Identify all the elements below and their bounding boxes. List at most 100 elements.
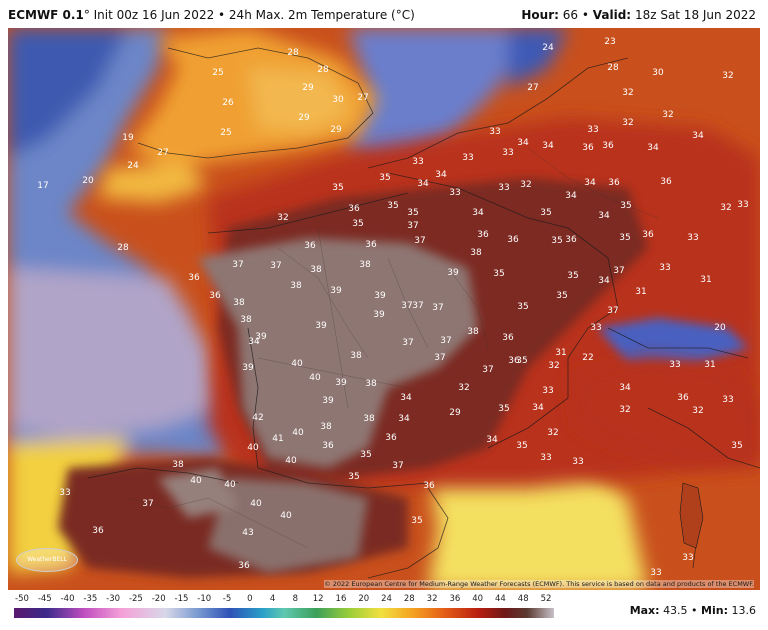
temperature-value-label: 36: [660, 177, 672, 187]
temperature-value-label: 34: [398, 414, 410, 424]
temperature-value-label: 27: [527, 83, 539, 93]
temperature-value-label: 38: [365, 379, 377, 389]
temperature-value-label: 34: [517, 138, 529, 148]
header-left: ECMWF 0.1° Init 00z 16 Jun 2022 • 24h Ma…: [8, 8, 415, 22]
temperature-value-label: 32: [520, 180, 532, 190]
legend-tick-label: -35: [83, 594, 98, 604]
init-info: ° Init 00z 16 Jun 2022 • 24h Max. 2m Tem…: [83, 8, 415, 22]
temperature-value-label: 35: [619, 233, 631, 243]
temperature-value-label: 35: [352, 219, 364, 229]
legend-tick-label: 20: [358, 594, 370, 604]
valid-value: 18z Sat 18 Jun 2022: [634, 8, 756, 22]
temperature-value-label: 33: [489, 127, 501, 137]
temperature-value-label: 23: [604, 37, 616, 47]
temperature-value-label: 38: [290, 281, 302, 291]
temperature-value-label: 31: [704, 360, 716, 370]
temperature-value-label: 38: [359, 260, 371, 270]
temperature-value-label: 37: [270, 261, 282, 271]
temperature-value-label: 33: [659, 263, 671, 273]
temperature-value-label: 34: [248, 337, 260, 347]
temperature-map[interactable]: 28 28 29 30 27 25 26 25 29 29 27 19 24 20 17 28 24 23 28 27…: [8, 28, 760, 590]
temperature-value-label: 35: [360, 450, 372, 460]
legend-tick-label: -20: [151, 594, 166, 604]
hour-label: Hour:: [521, 8, 559, 22]
legend-tick-label: -15: [174, 594, 189, 604]
temperature-value-label: 35: [620, 201, 632, 211]
temperature-value-label: 35: [731, 441, 743, 451]
temperature-value-label: 39: [322, 396, 334, 406]
temperature-value-label: 35: [332, 183, 344, 193]
temperature-value-label: 36: [582, 143, 594, 153]
legend-tick-label: 48: [517, 594, 529, 604]
valid-label: Valid:: [592, 8, 632, 22]
temperature-value-label: 38: [470, 248, 482, 258]
temperature-value-label: 36: [322, 441, 334, 451]
temperature-value-label: 36: [365, 240, 377, 250]
temperature-value-label: 31: [555, 348, 567, 358]
legend-tick-label: 24: [381, 594, 392, 604]
temperature-value-label: 34: [598, 276, 610, 286]
temperature-value-label: 40: [280, 511, 292, 521]
temperature-value-label: 34: [584, 178, 596, 188]
legend-tick-label: -30: [106, 594, 121, 604]
temperature-value-label: 34: [542, 141, 554, 151]
legend-tick-label: -50: [15, 594, 29, 604]
temperature-value-label: 19: [122, 133, 134, 143]
temperature-value-label: 33: [590, 323, 602, 333]
temperature-value-label: 34: [417, 179, 429, 189]
temperature-value-label: 37: [402, 338, 414, 348]
weatherbell-logo: WeatherBELL: [16, 548, 78, 572]
temperature-value-label: 35: [498, 404, 510, 414]
temperature-value-label: 37: [412, 301, 424, 311]
temperature-value-label: 33: [540, 453, 552, 463]
temperature-value-label: 36: [507, 235, 519, 245]
temperature-value-label: 35: [516, 356, 528, 366]
min-value: 13.6: [731, 604, 757, 617]
temperature-value-label: 36: [565, 235, 577, 245]
temperature-value-label: 34: [647, 143, 659, 153]
temperature-value-label: 32: [277, 213, 289, 223]
temperature-value-label: 33: [412, 157, 424, 167]
temperature-value-label: 36: [385, 433, 397, 443]
temperature-value-label: 38: [320, 422, 332, 432]
temperature-value-label: 32: [547, 428, 559, 438]
temperature-value-label: 33: [650, 568, 662, 578]
temperature-value-label: 38: [240, 315, 252, 325]
temperature-value-label: 30: [332, 95, 344, 105]
temperature-value-label: 34: [692, 131, 704, 141]
temperature-value-label: 33: [449, 188, 461, 198]
temperature-value-label: 38: [172, 460, 184, 470]
temperature-value-label: 37: [432, 303, 444, 313]
temperature-value-label: 28: [607, 63, 619, 73]
temperature-value-label: 36: [188, 273, 200, 283]
temperature-value-label: 36: [642, 230, 654, 240]
temperature-value-label: 35: [379, 173, 391, 183]
temperature-value-label: 20: [82, 176, 94, 186]
temperature-value-label: 35: [407, 208, 419, 218]
temperature-value-label: 25: [212, 68, 224, 78]
temperature-value-label: 36: [502, 333, 514, 343]
temperature-value-label: 33: [542, 386, 554, 396]
temperature-value-label: 26: [222, 98, 234, 108]
temperature-value-label: 34: [532, 403, 544, 413]
temperature-value-label: 38: [350, 351, 362, 361]
temperature-value-label: 32: [622, 118, 634, 128]
legend-tick-label: -25: [128, 594, 143, 604]
legend-tick-label: 0: [247, 594, 253, 604]
temperature-value-label: 40: [190, 476, 202, 486]
temperature-value-label: 34: [598, 211, 610, 221]
legend-color-bar: [14, 608, 554, 618]
temperature-value-label: 34: [619, 383, 631, 393]
temperature-value-label: 27: [357, 93, 369, 103]
temperature-value-label: 38: [467, 327, 479, 337]
temperature-value-label: 35: [516, 441, 528, 451]
temperature-value-label: 39: [330, 286, 342, 296]
temperature-value-label: 36: [238, 561, 250, 571]
temperature-value-label: 17: [37, 181, 49, 191]
temperature-value-label: 33: [572, 457, 584, 467]
temperature-value-label: 39: [373, 310, 385, 320]
temperature-value-label: 36: [677, 393, 689, 403]
legend-tick-label: 44: [495, 594, 506, 604]
legend-tick-label: 16: [335, 594, 347, 604]
max-value: 43.5: [663, 604, 688, 617]
